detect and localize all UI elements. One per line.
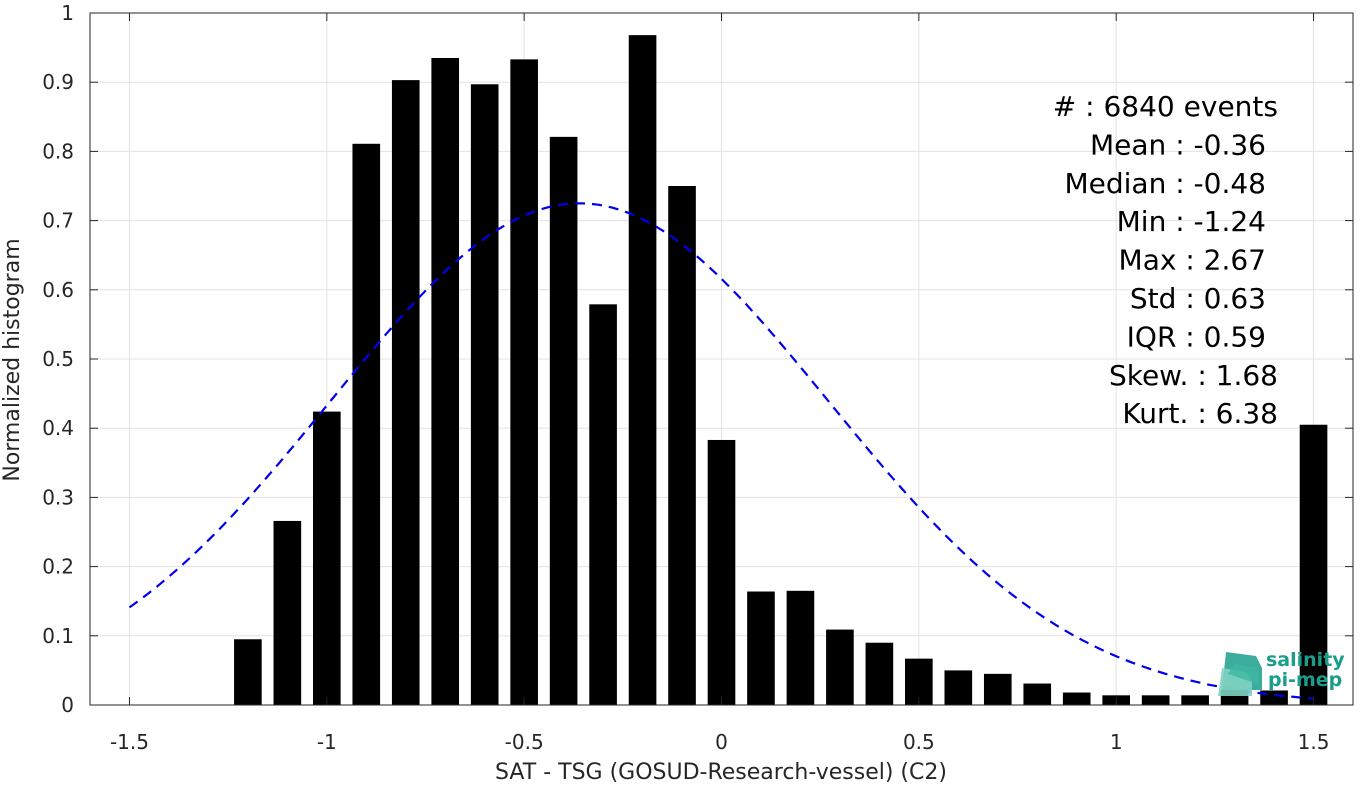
histogram-bar — [1181, 695, 1209, 705]
normal-fit-curve — [128, 202, 1314, 700]
histogram-bar — [747, 591, 775, 705]
x-tick-label: -1 — [317, 730, 337, 754]
stats-line: # : 6840 events — [1053, 90, 1278, 123]
histogram-bar — [786, 590, 815, 705]
histogram-bar — [668, 186, 696, 705]
histogram-bar — [628, 35, 657, 706]
stats-line: Std : 0.63 — [1130, 282, 1266, 315]
histogram-bars — [234, 35, 1328, 706]
histogram-bar — [826, 629, 854, 705]
histogram-bar — [865, 642, 894, 705]
stats-line: Skew. : 1.68 — [1109, 359, 1278, 392]
histogram-bar — [589, 304, 617, 705]
y-tick-label: 0.1 — [42, 624, 74, 648]
logo-mark-icon — [1218, 652, 1262, 696]
histogram-bar — [312, 411, 341, 705]
y-tick-label: 0.5 — [42, 347, 74, 371]
histogram-bar — [983, 673, 1012, 705]
histogram-bar — [234, 639, 262, 705]
statistics-annotation: # : 6840 events Mean : -0.36 Median : -0.4… — [1053, 90, 1278, 430]
histogram-bar — [273, 520, 302, 705]
histogram-bar — [707, 439, 736, 705]
y-axis-label: Normalized histogram — [0, 238, 25, 481]
histogram-bar — [510, 59, 538, 705]
x-tick-label: 1 — [1110, 730, 1123, 754]
y-tick-label: 0.2 — [42, 555, 74, 579]
stats-line: Max : 2.67 — [1119, 244, 1266, 277]
histogram-bar — [549, 136, 578, 706]
y-tick-label: 0.4 — [42, 416, 74, 440]
stats-line: Median : -0.48 — [1064, 167, 1266, 200]
x-tick-label: -1.5 — [110, 730, 149, 754]
y-tick-label: 0 — [61, 693, 74, 717]
y-tick-label: 0.3 — [42, 485, 74, 509]
histogram-bar — [1062, 692, 1091, 705]
x-axis-ticks: -1.5 -1 -0.5 0 0.5 1 1.5 — [110, 13, 1329, 754]
histogram-bar — [391, 80, 420, 705]
stats-line: IQR : 0.59 — [1127, 320, 1266, 353]
stats-line: Kurt. : 6.38 — [1122, 397, 1278, 430]
logo-line1: salinity — [1266, 649, 1345, 671]
y-tick-label: 0.6 — [42, 278, 74, 302]
x-tick-label: 1.5 — [1298, 730, 1330, 754]
histogram-bar — [944, 670, 973, 705]
histogram-bar — [431, 57, 460, 706]
x-axis-label: SAT - TSG (GOSUD-Research-vessel) (C2) — [495, 760, 947, 785]
histogram-bar — [1023, 683, 1052, 705]
y-tick-label: 1 — [61, 1, 74, 25]
stats-line: Mean : -0.36 — [1090, 128, 1266, 161]
x-tick-label: -0.5 — [505, 730, 544, 754]
histogram-bar — [1299, 424, 1328, 705]
y-axis-ticks: 0 0.1 0.2 0.3 0.4 0.5 0.6 0.7 0.8 0.9 1 — [42, 1, 1353, 717]
logo-line2: pi-mep — [1268, 669, 1342, 691]
histogram-bar — [470, 84, 499, 705]
histogram-bar — [1141, 695, 1170, 705]
y-tick-label: 0.7 — [42, 209, 74, 233]
x-tick-label: 0.5 — [903, 730, 935, 754]
y-tick-label: 0.8 — [42, 139, 74, 163]
y-tick-label: 0.9 — [42, 70, 74, 94]
x-tick-label: 0 — [715, 730, 728, 754]
stats-line: Min : -1.24 — [1117, 205, 1266, 238]
histogram-bar — [352, 143, 381, 706]
salinity-pi-mep-logo: salinity pi-mep — [1218, 649, 1345, 696]
